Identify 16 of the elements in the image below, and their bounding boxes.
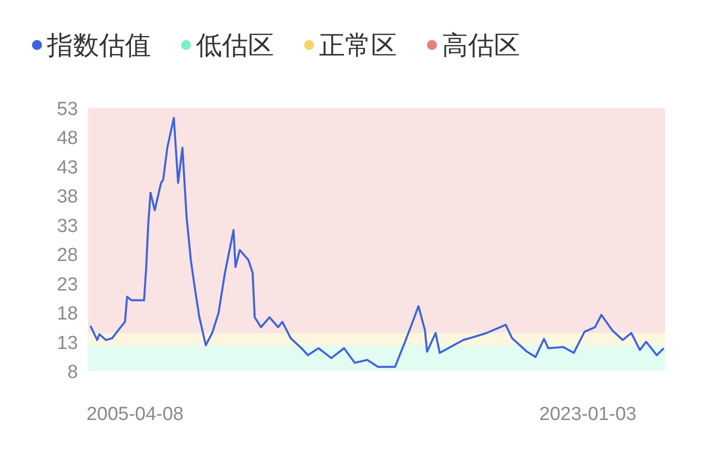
legend-label: 指数估值 bbox=[46, 30, 151, 60]
y-tick-label: 28 bbox=[56, 245, 78, 266]
y-tick-label: 33 bbox=[56, 216, 78, 237]
y-tick-label: 48 bbox=[56, 128, 78, 150]
y-tick-label: 23 bbox=[56, 274, 78, 296]
x-tick-label: 2005-04-08 bbox=[86, 404, 184, 425]
y-tick-label: 13 bbox=[56, 332, 78, 354]
y-tick-label: 38 bbox=[56, 186, 78, 208]
legend-label: 低估区 bbox=[196, 30, 274, 60]
y-tick-label: 43 bbox=[56, 157, 78, 178]
y-tick-label: 18 bbox=[56, 304, 78, 325]
y-tick-label: 53 bbox=[56, 99, 78, 120]
legend-label: 高估区 bbox=[442, 30, 520, 60]
legend-label: 正常区 bbox=[319, 30, 397, 60]
x-tick-label: 2023-01-03 bbox=[539, 404, 637, 425]
y-tick-label: 8 bbox=[67, 362, 78, 383]
